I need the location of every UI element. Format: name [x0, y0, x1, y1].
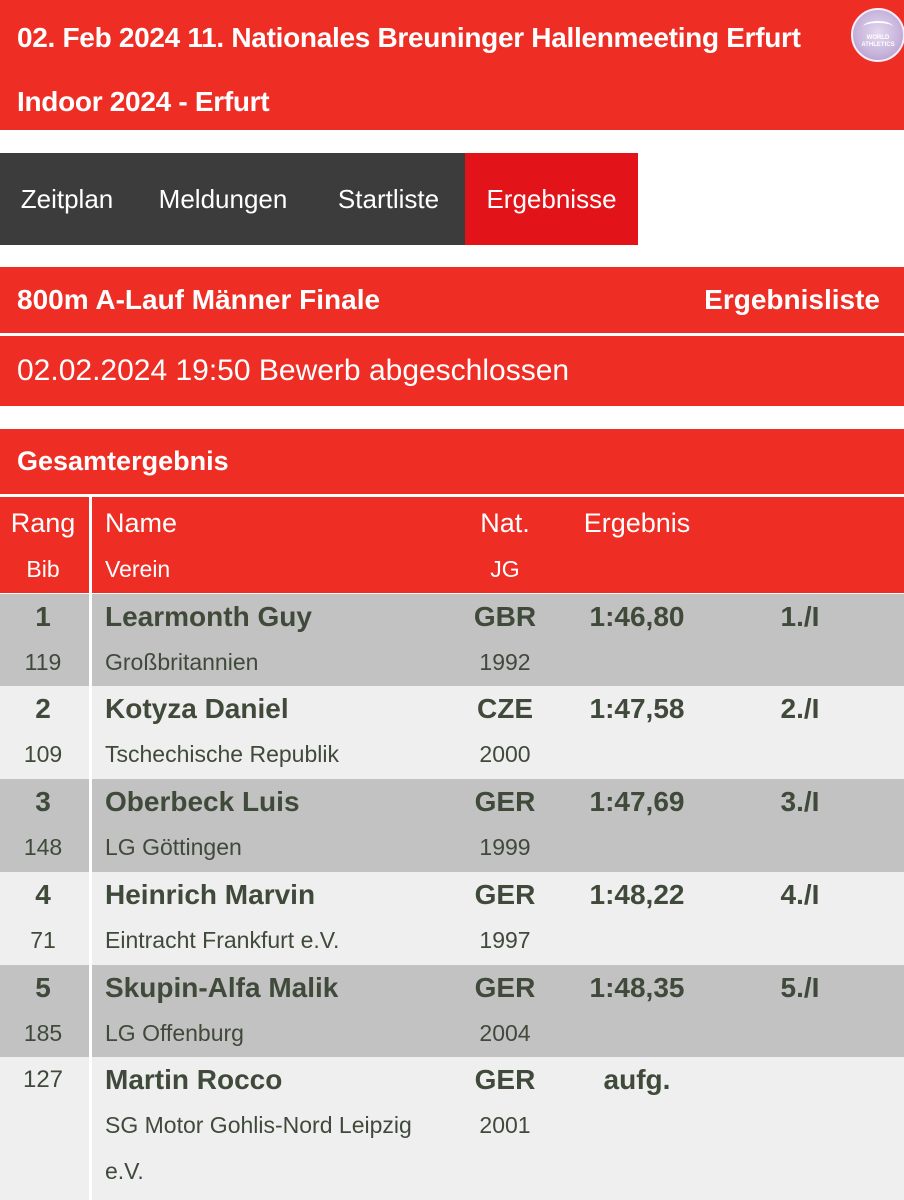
club: LG Offenburg — [105, 1020, 244, 1046]
club-continued: e.V. — [105, 1158, 144, 1184]
result: 1:48,22 — [589, 879, 685, 910]
logo-label: WORLD ATHLETICS — [861, 35, 895, 48]
table-row[interactable]: 5 Skupin-Alfa Malik GER 1:48,35 5./I 185… — [0, 965, 904, 1057]
main-nav: Zeitplan Meldungen Startliste Ergebnisse — [0, 153, 638, 245]
meeting-title: 02. Feb 2024 11. Nationales Breuninger H… — [17, 22, 801, 117]
table-row[interactable]: 1 Learmonth Guy GBR 1:46,80 1./I 119 Gro… — [0, 594, 904, 686]
header-rank: Rang — [10, 508, 76, 538]
header-nat: Nat. — [480, 508, 530, 538]
world-athletics-logo: WORLD ATHLETICS — [851, 8, 904, 62]
athlete-name[interactable]: Skupin-Alfa Malik — [105, 972, 339, 1003]
logo-arc-icon — [863, 21, 893, 33]
table-header: Rang Name Nat. Ergebnis Bib Verein JG — [0, 497, 904, 593]
header-bib: Bib — [26, 556, 60, 582]
club: SG Motor Gohlis-Nord Leipzig — [105, 1112, 412, 1138]
heat-place: 4./I — [780, 879, 820, 910]
rank: 3 — [35, 786, 51, 817]
tab-ergebnisse[interactable]: Ergebnisse — [465, 153, 638, 245]
table-row[interactable]: 3 Oberbeck Luis GER 1:47,69 3./I 148 LG … — [0, 779, 904, 872]
bib-number: 127 — [22, 1066, 64, 1093]
athlete-name[interactable]: Oberbeck Luis — [105, 786, 300, 817]
result: 1:47,58 — [589, 693, 685, 724]
athlete-name[interactable]: Kotyza Daniel — [105, 693, 289, 724]
result: aufg. — [603, 1064, 671, 1095]
event-name: 800m A-Lauf Männer Finale — [17, 284, 381, 315]
header-club: Verein — [105, 556, 171, 582]
column-divider — [89, 497, 92, 1200]
table-row[interactable]: 4 Heinrich Marvin GER 1:48,22 4./I 71 Ei… — [0, 872, 904, 965]
rank: 4 — [35, 879, 51, 910]
athlete-name[interactable]: Learmonth Guy — [105, 601, 312, 632]
rank: 2 — [35, 693, 51, 724]
tab-zeitplan[interactable]: Zeitplan — [20, 183, 114, 214]
tab-startliste[interactable]: Startliste — [337, 183, 440, 214]
bib-number: 119 — [24, 649, 62, 675]
heat-place: 2./I — [780, 693, 820, 724]
table-row[interactable]: 127 Martin Rocco GER aufg. SG Motor Gohl… — [0, 1057, 904, 1200]
athlete-name[interactable]: Heinrich Marvin — [105, 879, 316, 910]
year-of-birth: 2000 — [479, 741, 531, 767]
nationality: GER — [474, 786, 536, 817]
club: Großbritannien — [105, 649, 259, 675]
year-of-birth: 2004 — [479, 1020, 531, 1046]
result-list-label: Ergebnisliste — [704, 284, 880, 315]
rank: 1 — [35, 601, 51, 632]
event-status: 02.02.2024 19:50 Bewerb abgeschlossen — [0, 336, 904, 406]
heat-place: 1./I — [780, 601, 820, 632]
tab-meldungen[interactable]: Meldungen — [158, 183, 288, 214]
heat-place: 5./I — [780, 972, 820, 1003]
table-row[interactable]: 2 Kotyza Daniel CZE 1:47,58 2./I 109 Tsc… — [0, 686, 904, 779]
nationality: GER — [474, 972, 536, 1003]
bib-number: 109 — [23, 741, 63, 767]
event-bar: 800m A-Lauf Männer Finale Ergebnisliste — [0, 267, 904, 333]
result: 1:47,69 — [589, 786, 685, 817]
club: LG Göttingen — [105, 834, 242, 860]
header-yob: JG — [490, 556, 520, 582]
nationality: GER — [474, 1064, 536, 1095]
year-of-birth: 1992 — [479, 649, 531, 675]
bib-number: 71 — [30, 927, 56, 953]
club: Tschechische Republik — [105, 741, 339, 767]
bib-number: 185 — [23, 1020, 63, 1046]
year-of-birth: 2001 — [479, 1112, 531, 1138]
club: Eintracht Frankfurt e.V. — [105, 927, 340, 953]
year-of-birth: 1997 — [479, 927, 531, 953]
header-result: Ergebnis — [583, 508, 691, 538]
nationality: GER — [474, 879, 536, 910]
result: 1:48,35 — [589, 972, 685, 1003]
nationality: GBR — [473, 601, 537, 632]
heat-place: 3./I — [780, 786, 820, 817]
year-of-birth: 1999 — [479, 834, 531, 860]
rank: 5 — [35, 972, 51, 1003]
result: 1:46,80 — [589, 601, 685, 632]
athlete-name[interactable]: Martin Rocco — [105, 1064, 283, 1095]
meeting-header: 02. Feb 2024 11. Nationales Breuninger H… — [0, 0, 904, 130]
section-title: Gesamtergebnis — [0, 429, 904, 494]
bib-number: 148 — [23, 834, 63, 860]
nationality: CZE — [477, 693, 533, 724]
header-name: Name — [105, 508, 178, 538]
